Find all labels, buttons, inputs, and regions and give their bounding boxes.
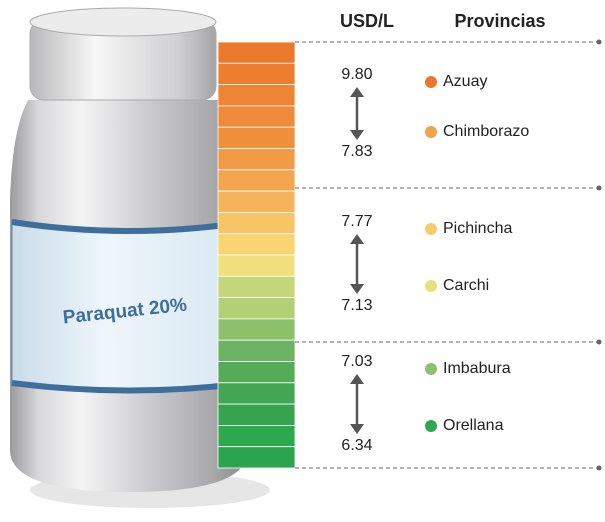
province-dot <box>425 363 437 375</box>
scale-stripe <box>218 127 295 148</box>
divider-dot <box>597 186 602 191</box>
scale-stripe <box>218 42 295 63</box>
infographic: Paraquat 20% USD/L Provincias 9.807.83Az… <box>0 0 605 517</box>
scale-stripe <box>218 170 295 191</box>
province-name: Pichincha <box>443 220 512 237</box>
province-dot <box>425 76 437 88</box>
divider-dot <box>597 340 602 345</box>
province-name: Imbabura <box>443 360 511 377</box>
scale-stripe <box>218 383 295 404</box>
price-min: 6.34 <box>341 437 372 454</box>
scale-stripe <box>218 340 295 361</box>
scale-stripe <box>218 212 295 233</box>
province-dot <box>425 420 437 432</box>
scale-stripe <box>218 106 295 127</box>
price-max: 7.03 <box>341 353 372 370</box>
province-name: Carchi <box>443 277 489 294</box>
color-scale <box>218 42 295 468</box>
price-min: 7.13 <box>341 297 372 314</box>
scale-stripe <box>218 85 295 106</box>
provinces-header: Provincias <box>454 11 545 31</box>
scale-stripe <box>218 404 295 425</box>
scale-stripe <box>218 191 295 212</box>
province-name: Orellana <box>443 417 504 434</box>
province-dot <box>425 280 437 292</box>
province-dot <box>425 126 437 138</box>
scale-stripe <box>218 63 295 84</box>
scale-stripe <box>218 298 295 319</box>
price-max: 7.77 <box>341 213 372 230</box>
province-name: Chimborazo <box>443 123 529 140</box>
scale-stripe <box>218 149 295 170</box>
scale-stripe <box>218 234 295 255</box>
province-name: Azuay <box>443 73 487 90</box>
price-max: 9.80 <box>341 66 372 83</box>
scale-stripe <box>218 447 295 468</box>
scale-stripe <box>218 255 295 276</box>
divider-dot <box>597 40 602 45</box>
price-min: 7.83 <box>341 143 372 160</box>
scale-stripe <box>218 276 295 297</box>
province-dot <box>425 223 437 235</box>
divider-dot <box>597 466 602 471</box>
price-header: USD/L <box>340 11 394 31</box>
scale-stripe <box>218 425 295 446</box>
scale-stripe <box>218 319 295 340</box>
scale-stripe <box>218 362 295 383</box>
